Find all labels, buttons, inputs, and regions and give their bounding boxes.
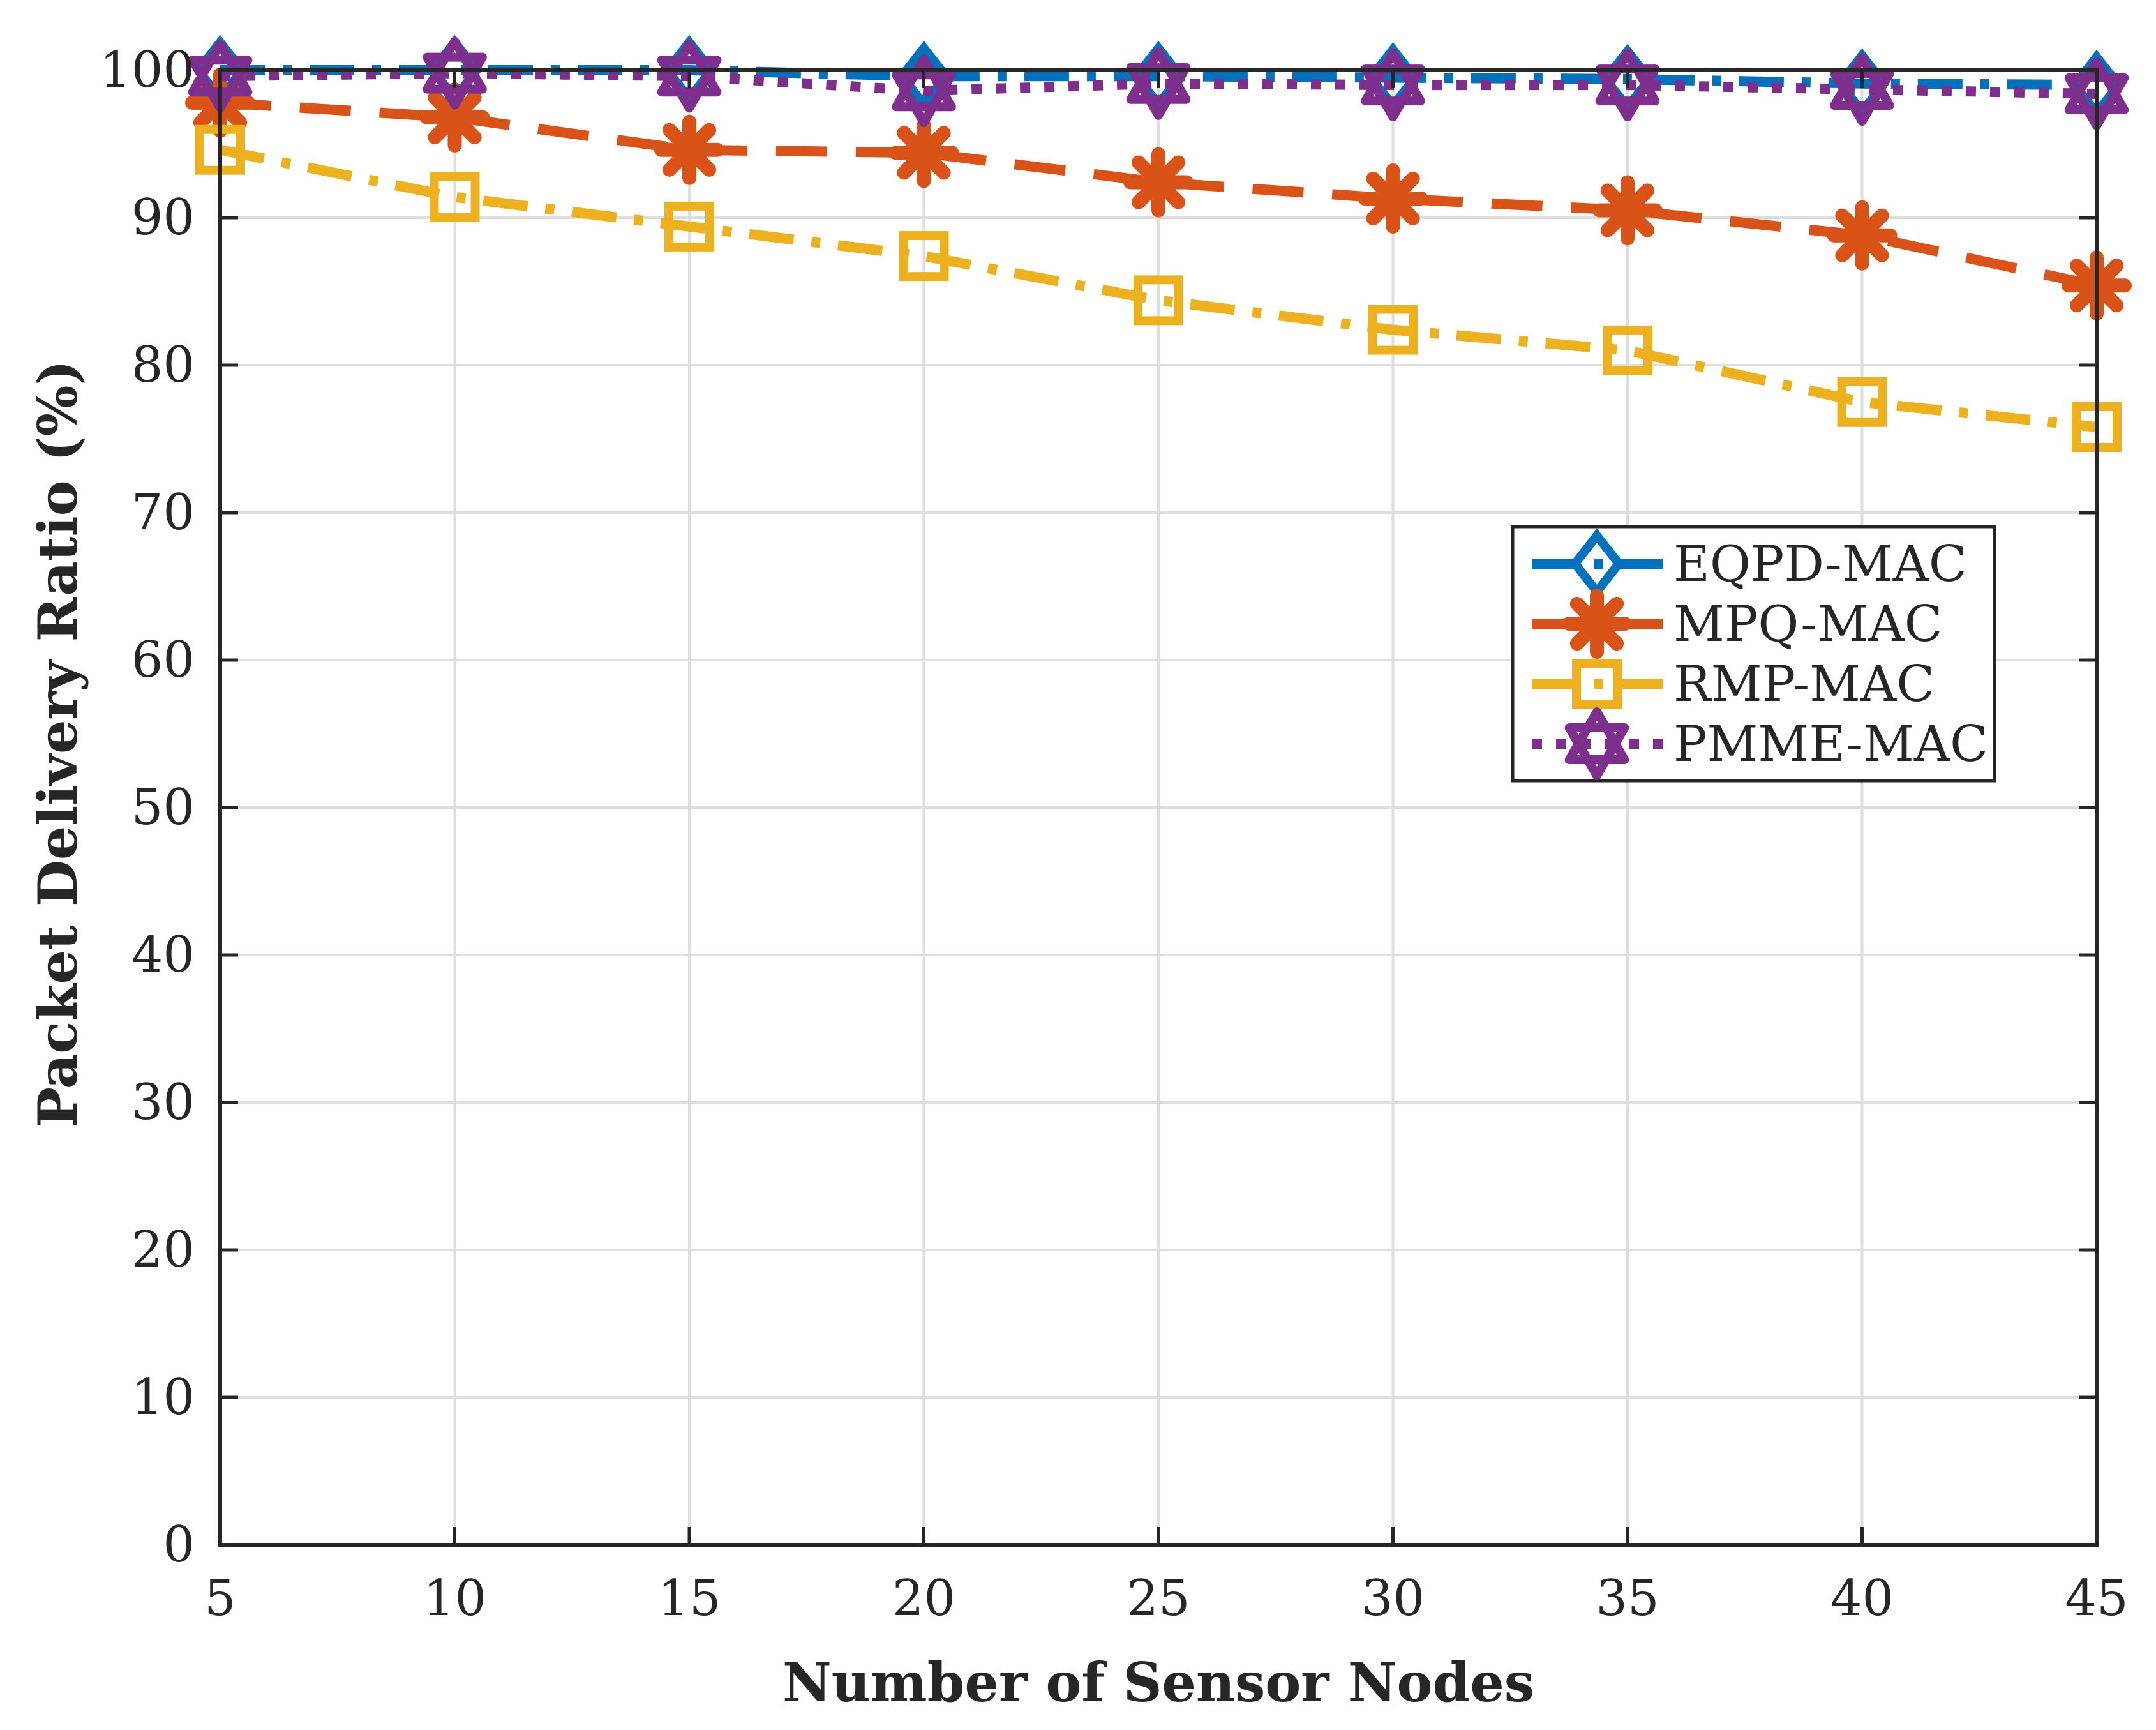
marker-triangle-down — [423, 52, 487, 110]
data-point-mpq-mac — [888, 117, 959, 188]
marker-triangle-up — [1595, 49, 1660, 106]
data-point-pmme-mac — [657, 40, 722, 113]
marker-triangle-up — [423, 36, 487, 94]
legend-entry-rmp-mac: RMP-MAC — [1532, 656, 1935, 713]
marker-stroke — [1835, 208, 1889, 262]
legend-marker-rmp-mac — [1572, 659, 1622, 709]
series-pmme-mac — [188, 36, 2129, 130]
marker-stroke — [897, 126, 951, 180]
marker-triangle-up — [892, 54, 956, 112]
y-tick-label: 90 — [131, 189, 195, 246]
marker-triangle-up — [1830, 53, 1894, 110]
tick-labels: 5 10 15 20 25 30 35 40 45 0 10 20 30 40 50 60 70 80 90 100 — [100, 41, 2129, 1627]
y-tick-label: 0 — [163, 1516, 195, 1574]
legend-label-pmme-mac: PMME-MAC — [1673, 716, 1988, 773]
y-tick-label: 20 — [131, 1221, 195, 1279]
legend-entry-pmme-mac: PMME-MAC — [1532, 707, 1988, 780]
data-point-mpq-mac — [1592, 175, 1663, 246]
data-point-mpq-mac — [1123, 147, 1194, 218]
marker-triangle-down — [657, 56, 722, 113]
legend-label-eqpd-mac: EQPD-MAC — [1673, 536, 1967, 593]
y-tick-label: 60 — [131, 631, 195, 689]
data-point-pmme-mac — [1126, 47, 1191, 120]
legend-label-rmp-mac: RMP-MAC — [1673, 656, 1935, 713]
data-point-rmp-mac — [1603, 325, 1652, 375]
legend-label-mpq-mac: MPQ-MAC — [1673, 596, 1942, 653]
legend-entry-mpq-mac: MPQ-MAC — [1532, 589, 1942, 659]
marker-stroke — [428, 90, 482, 145]
marker-stroke — [662, 123, 717, 177]
legend-entry-eqpd-mac: EQPD-MAC — [1532, 528, 1967, 599]
series-line-rmp-mac — [219, 144, 2097, 432]
x-tick-label: 30 — [1361, 1570, 1425, 1627]
data-point-mpq-mac — [654, 114, 724, 185]
x-tick-label: 45 — [2065, 1570, 2128, 1627]
marker-triangle-up — [1126, 47, 1191, 104]
legend-marker-mpq-mac — [1562, 589, 1632, 659]
x-axis-title: Number of Sensor Nodes — [782, 1651, 1534, 1714]
x-tick-label: 10 — [423, 1570, 486, 1627]
marker-stroke — [1366, 171, 1420, 226]
y-tick-label: 100 — [100, 41, 195, 99]
marker-triangle-down — [1564, 723, 1629, 780]
data-point-rmp-mac — [1837, 377, 1887, 427]
y-tick-label: 40 — [131, 926, 195, 984]
x-tick-label: 20 — [892, 1570, 955, 1627]
x-tick-label: 35 — [1596, 1570, 1659, 1627]
data-point-pmme-mac — [423, 36, 487, 110]
x-tick-label: 5 — [204, 1570, 236, 1627]
data-point-rmp-mac — [664, 201, 714, 252]
y-axis-title: Packet Delivery Ratio (%) — [26, 360, 89, 1127]
axes — [218, 68, 2099, 1547]
marker-triangle-up — [657, 40, 722, 97]
grid-lines — [219, 69, 2098, 1546]
marker-triangle-down — [1126, 63, 1191, 120]
data-point-rmp-mac — [1368, 305, 1418, 355]
marker-triangle-down — [188, 56, 253, 113]
y-tick-label: 80 — [131, 336, 195, 394]
data-point-rmp-mac — [899, 231, 949, 282]
marker-stroke — [1131, 155, 1186, 209]
data-point-mpq-mac — [1358, 163, 1428, 234]
data-point-rmp-mac — [430, 172, 480, 222]
marker-stroke — [1569, 596, 1624, 651]
y-tick-label: 30 — [131, 1074, 195, 1131]
x-tick-label: 40 — [1830, 1570, 1894, 1627]
x-tick-label: 15 — [657, 1570, 721, 1627]
marker-triangle-up — [1361, 49, 1425, 106]
data-point-mpq-mac — [1827, 200, 1898, 271]
y-tick-label: 50 — [131, 779, 195, 836]
data-point-rmp-mac — [1134, 275, 1183, 326]
marker-triangle-up — [1564, 707, 1629, 764]
marker-stroke — [1600, 183, 1655, 237]
legend-marker-pmme-mac — [1564, 707, 1629, 780]
x-tick-label: 25 — [1127, 1570, 1190, 1627]
y-tick-label: 10 — [131, 1369, 195, 1426]
y-tick-label: 70 — [131, 484, 195, 541]
